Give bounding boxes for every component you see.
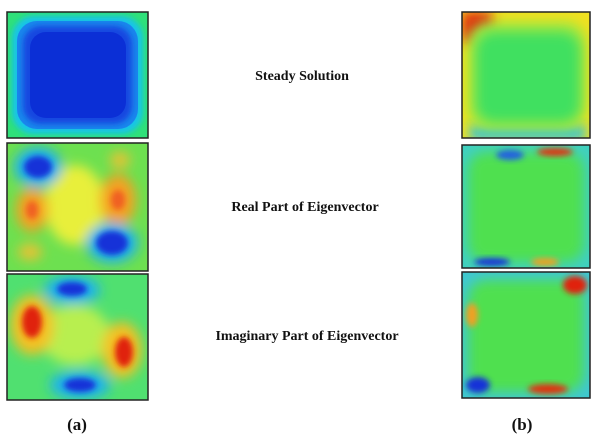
contour-plot	[7, 143, 148, 271]
row-label: Real Part of Eigenvector	[231, 200, 378, 215]
contour-plot	[7, 12, 148, 138]
contour-plot	[462, 12, 590, 138]
contour-plot	[462, 272, 590, 398]
contour-plot	[7, 274, 148, 400]
panel-caption: (a)	[67, 415, 87, 434]
row-label: Imaginary Part of Eigenvector	[215, 329, 398, 344]
panel-caption: (b)	[512, 415, 533, 434]
contour-plot	[462, 145, 590, 268]
row-label: Steady Solution	[255, 69, 349, 84]
